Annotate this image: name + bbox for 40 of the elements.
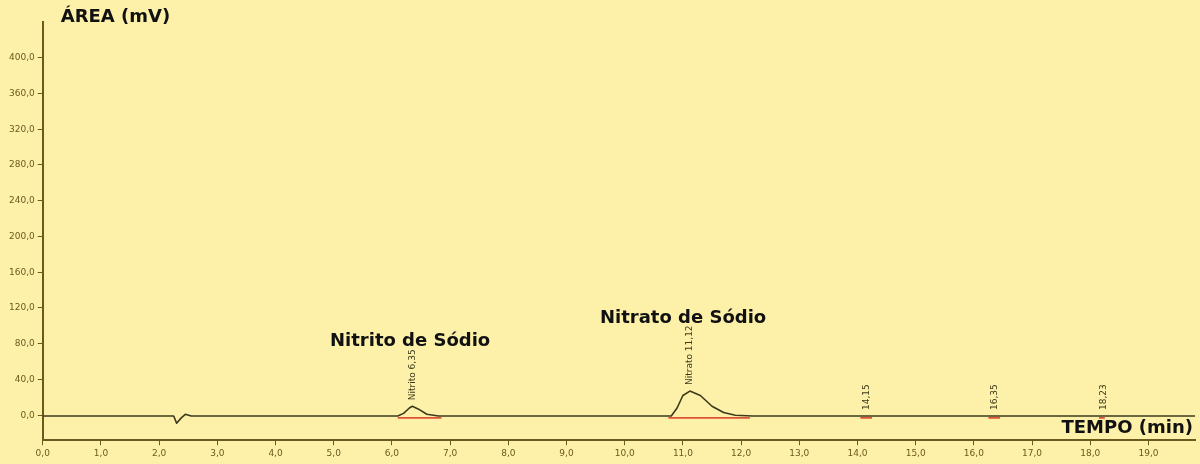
y-tick-label: 200,0 xyxy=(9,230,36,241)
x-axis-title: TEMPO (min) xyxy=(1061,415,1193,437)
x-tick-label: 0,0 xyxy=(35,447,51,458)
x-tick-label: 3,0 xyxy=(210,447,225,458)
x-tick-label: 11,0 xyxy=(672,447,694,458)
y-tick-label: 320,0 xyxy=(9,123,36,134)
x-tick-label: 12,0 xyxy=(731,447,752,458)
x-tick-label: 13,0 xyxy=(789,447,810,458)
x-tick-label: 10,0 xyxy=(614,447,635,458)
y-tick-label: 40,0 xyxy=(14,373,36,384)
x-tick-label: 2,0 xyxy=(151,447,167,458)
annotation: Nitrato de Sódio xyxy=(600,305,767,327)
x-tick-label: 18,0 xyxy=(1080,447,1101,458)
y-tick-label: 360,0 xyxy=(9,87,36,98)
x-tick-label: 5,0 xyxy=(326,447,342,458)
x-tick-label: 17,0 xyxy=(1022,447,1043,458)
x-tick-label: 16,0 xyxy=(963,447,985,458)
x-tick-label: 19,0 xyxy=(1138,447,1159,458)
y-axis-title: ÁREA (mV) xyxy=(60,4,171,26)
y-tick-label: 120,0 xyxy=(9,302,36,313)
annotation: Nitrito 6,35 xyxy=(406,349,417,401)
y-tick-label: 80,0 xyxy=(14,338,36,349)
annotation: 14,15 xyxy=(860,384,871,411)
y-tick-label: 160,0 xyxy=(9,266,36,277)
annotation: Nitrito de Sódio xyxy=(330,328,491,350)
x-tick-label: 15,0 xyxy=(905,447,926,458)
x-tick-label: 7,0 xyxy=(442,447,458,458)
x-tick-label: 1,0 xyxy=(93,447,109,458)
annotation: 18,23 xyxy=(1097,384,1108,411)
x-tick-label: 6,0 xyxy=(384,447,400,458)
annotation: Nitrato 11,12 xyxy=(684,325,695,386)
y-tick-label: 400,0 xyxy=(9,52,36,63)
y-tick-label: 240,0 xyxy=(9,195,36,206)
annotation: 16,35 xyxy=(988,384,999,411)
x-tick-label: 4,0 xyxy=(268,447,283,458)
x-tick-label: 14,0 xyxy=(847,447,868,458)
x-tick-label: 8,0 xyxy=(501,447,516,458)
y-tick-label: 0,0 xyxy=(20,409,36,420)
x-tick-label: 9,0 xyxy=(559,447,574,458)
y-tick-label: 280,0 xyxy=(9,159,36,170)
